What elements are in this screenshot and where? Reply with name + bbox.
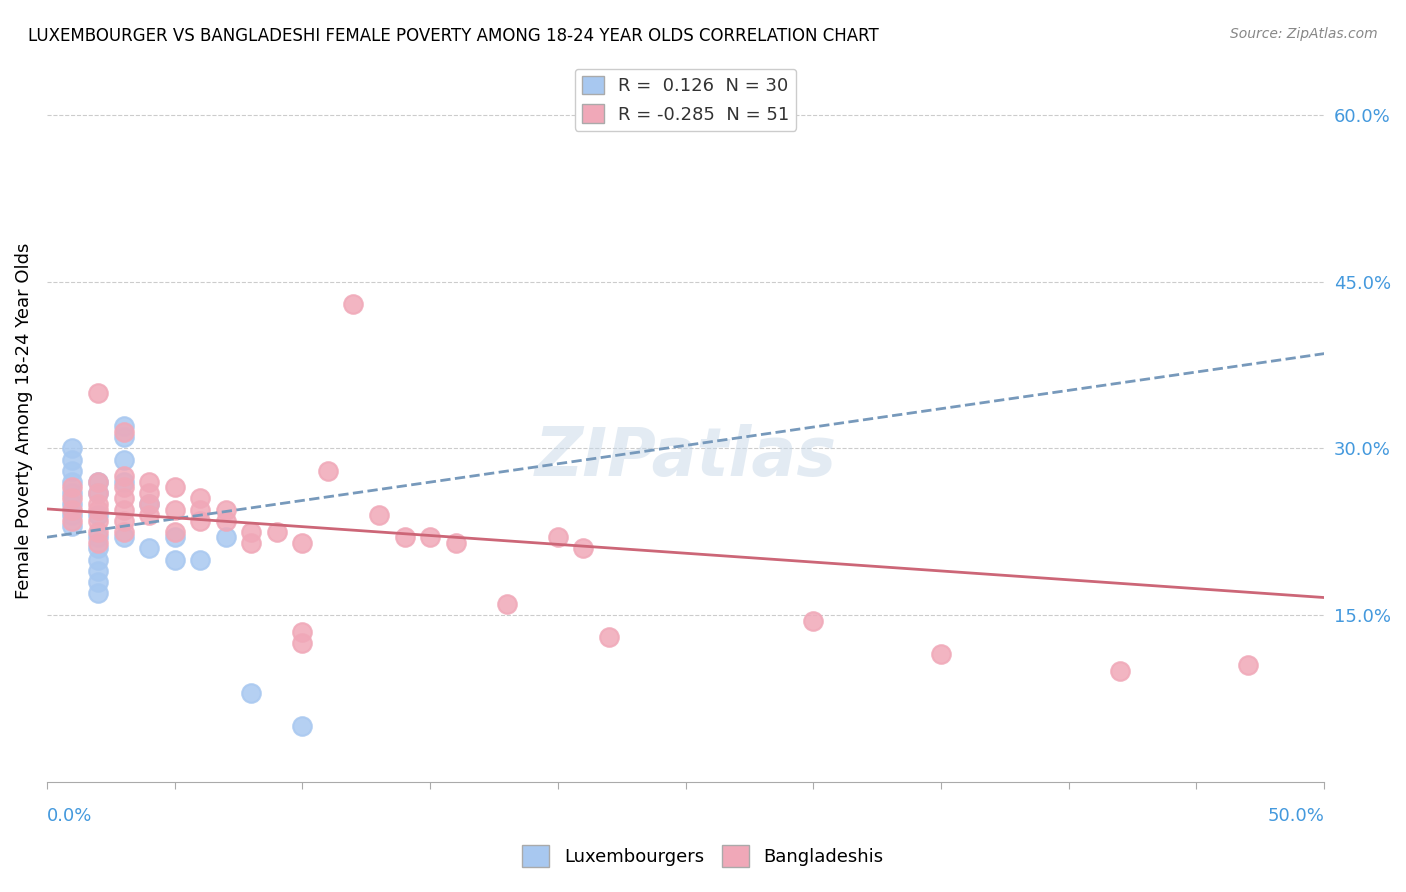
Point <box>87 552 110 566</box>
Text: 50.0%: 50.0% <box>1267 807 1324 825</box>
Point <box>215 530 238 544</box>
Point <box>62 475 84 489</box>
Point <box>444 536 467 550</box>
Point <box>138 475 160 489</box>
Point <box>163 552 186 566</box>
Point <box>1236 658 1258 673</box>
Point <box>112 430 135 444</box>
Point <box>163 502 186 516</box>
Point <box>62 486 84 500</box>
Point <box>112 425 135 439</box>
Point <box>87 502 110 516</box>
Point <box>112 475 135 489</box>
Point <box>87 508 110 522</box>
Point <box>188 552 211 566</box>
Point <box>112 502 135 516</box>
Point <box>87 524 110 539</box>
Point <box>291 624 314 639</box>
Point <box>572 541 595 556</box>
Point <box>112 419 135 434</box>
Point <box>87 541 110 556</box>
Point <box>112 514 135 528</box>
Point <box>1108 664 1130 678</box>
Text: 0.0%: 0.0% <box>46 807 93 825</box>
Text: LUXEMBOURGER VS BANGLADESHI FEMALE POVERTY AMONG 18-24 YEAR OLDS CORRELATION CHA: LUXEMBOURGER VS BANGLADESHI FEMALE POVER… <box>28 27 879 45</box>
Point <box>112 491 135 506</box>
Point <box>87 536 110 550</box>
Point <box>87 586 110 600</box>
Point <box>801 614 824 628</box>
Point <box>62 502 84 516</box>
Legend: Luxembourgers, Bangladeshis: Luxembourgers, Bangladeshis <box>515 838 891 874</box>
Point <box>240 686 263 700</box>
Point <box>138 541 160 556</box>
Point <box>188 514 211 528</box>
Point <box>394 530 416 544</box>
Point <box>62 497 84 511</box>
Point <box>87 514 110 528</box>
Point <box>291 536 314 550</box>
Point <box>87 475 110 489</box>
Point <box>163 530 186 544</box>
Point <box>112 530 135 544</box>
Point <box>87 530 110 544</box>
Point <box>87 486 110 500</box>
Point <box>547 530 569 544</box>
Text: Source: ZipAtlas.com: Source: ZipAtlas.com <box>1230 27 1378 41</box>
Point <box>62 491 84 506</box>
Point <box>62 452 84 467</box>
Point <box>419 530 441 544</box>
Text: ZIPatlas: ZIPatlas <box>534 424 837 490</box>
Point <box>62 480 84 494</box>
Point <box>163 480 186 494</box>
Point <box>342 297 364 311</box>
Point <box>112 524 135 539</box>
Point <box>188 491 211 506</box>
Point <box>291 636 314 650</box>
Point <box>62 519 84 533</box>
Point <box>495 597 517 611</box>
Point <box>188 502 211 516</box>
Point <box>87 385 110 400</box>
Point <box>368 508 391 522</box>
Point <box>112 452 135 467</box>
Y-axis label: Female Poverty Among 18-24 Year Olds: Female Poverty Among 18-24 Year Olds <box>15 243 32 599</box>
Point <box>87 486 110 500</box>
Point <box>62 464 84 478</box>
Point <box>291 719 314 733</box>
Point <box>87 475 110 489</box>
Point <box>87 564 110 578</box>
Point <box>215 514 238 528</box>
Point <box>138 497 160 511</box>
Point <box>163 524 186 539</box>
Point <box>112 469 135 483</box>
Point <box>215 502 238 516</box>
Legend: R =  0.126  N = 30, R = -0.285  N = 51: R = 0.126 N = 30, R = -0.285 N = 51 <box>575 69 796 131</box>
Point <box>240 524 263 539</box>
Point <box>240 536 263 550</box>
Point <box>138 486 160 500</box>
Point <box>62 514 84 528</box>
Point <box>138 508 160 522</box>
Point <box>62 508 84 522</box>
Point <box>87 574 110 589</box>
Point <box>266 524 288 539</box>
Point <box>138 497 160 511</box>
Point <box>598 630 620 644</box>
Point <box>316 464 339 478</box>
Point <box>929 647 952 661</box>
Point <box>62 442 84 456</box>
Point <box>112 480 135 494</box>
Point <box>87 497 110 511</box>
